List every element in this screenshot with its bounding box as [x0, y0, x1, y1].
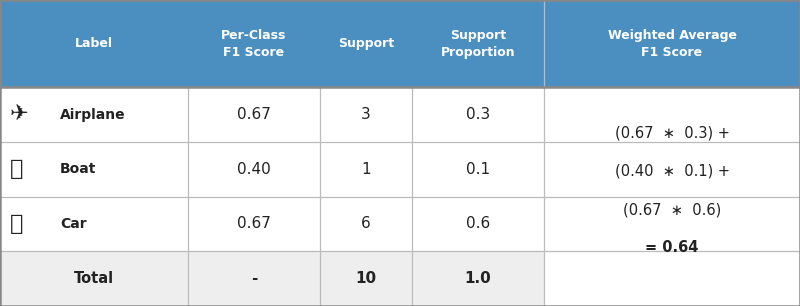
Text: = 0.64: = 0.64 — [646, 240, 698, 256]
Bar — [320, 251, 412, 306]
Text: 1: 1 — [361, 162, 371, 177]
Text: 0.6: 0.6 — [466, 216, 490, 231]
Text: 0.67: 0.67 — [237, 107, 271, 122]
Text: -: - — [251, 271, 257, 286]
Bar — [188, 142, 320, 196]
Bar — [0, 0, 188, 87]
Text: 0.1: 0.1 — [466, 162, 490, 177]
Text: (0.40  ∗  0.1) +: (0.40 ∗ 0.1) + — [614, 164, 730, 179]
Bar — [0, 87, 188, 142]
Bar — [188, 251, 320, 306]
Text: 10: 10 — [355, 271, 377, 286]
Text: Support: Support — [338, 37, 394, 50]
Text: Total: Total — [74, 271, 114, 286]
Text: 6: 6 — [361, 216, 371, 231]
Text: 1.0: 1.0 — [465, 271, 491, 286]
Bar — [0, 197, 188, 251]
Bar — [544, 251, 800, 306]
Bar — [412, 0, 544, 87]
Text: Label: Label — [75, 37, 113, 50]
Bar — [0, 251, 188, 306]
Text: 0.67: 0.67 — [237, 216, 271, 231]
Text: Weighted Average
F1 Score: Weighted Average F1 Score — [607, 28, 737, 59]
Bar — [188, 0, 320, 87]
Text: (0.67  ∗  0.3) +: (0.67 ∗ 0.3) + — [614, 125, 730, 141]
Bar — [412, 197, 544, 251]
Bar — [320, 87, 412, 142]
Text: 3: 3 — [361, 107, 371, 122]
Bar — [544, 142, 800, 196]
Text: Boat: Boat — [60, 162, 96, 176]
Bar — [320, 0, 412, 87]
Bar — [0, 142, 188, 196]
Bar — [412, 87, 544, 142]
Text: 0.40: 0.40 — [237, 162, 271, 177]
Text: ✈: ✈ — [10, 105, 28, 125]
Bar — [412, 142, 544, 196]
Text: ⛵: ⛵ — [10, 159, 23, 179]
Bar — [320, 142, 412, 196]
Bar — [544, 0, 800, 87]
Text: Support
Proportion: Support Proportion — [441, 28, 515, 59]
Bar — [320, 197, 412, 251]
Bar — [188, 87, 320, 142]
Text: 0.3: 0.3 — [466, 107, 490, 122]
Text: (0.67  ∗  0.6): (0.67 ∗ 0.6) — [623, 202, 721, 217]
Bar — [544, 87, 800, 142]
Text: Airplane: Airplane — [60, 107, 126, 121]
Bar — [188, 197, 320, 251]
Bar — [544, 197, 800, 251]
Text: 🚗: 🚗 — [10, 214, 23, 234]
Bar — [412, 251, 544, 306]
Text: Car: Car — [60, 217, 86, 231]
Text: Per-Class
F1 Score: Per-Class F1 Score — [222, 28, 286, 59]
